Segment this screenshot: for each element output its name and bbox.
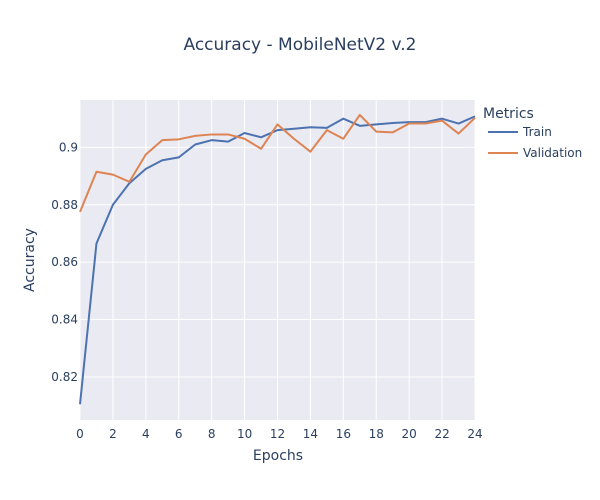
y-tick-label: 0.84 [51, 313, 78, 327]
chart-title: Accuracy - MobileNetV2 v.2 [184, 35, 417, 55]
x-tick-label: 18 [369, 427, 384, 441]
x-tick-label: 8 [208, 427, 216, 441]
y-tick-label: 0.82 [51, 370, 78, 384]
legend-label: Train [522, 125, 552, 139]
x-tick-label: 0 [76, 427, 84, 441]
y-tick-label: 0.9 [59, 140, 78, 154]
series-line-validation [79, 113, 476, 213]
x-axis-title: Epochs [253, 448, 303, 464]
x-tick-label: 24 [467, 427, 482, 441]
legend-item-train[interactable]: Train [488, 125, 552, 139]
legend[interactable]: Metrics Train Validation [483, 106, 582, 160]
y-tick-label: 0.88 [51, 198, 78, 212]
legend-title: Metrics [483, 106, 534, 122]
x-tick-label: 4 [142, 427, 150, 441]
x-tick-label: 12 [270, 427, 285, 441]
legend-label: Validation [523, 146, 582, 160]
x-axis-ticks: 0 2 4 6 8 10 12 14 16 18 20 22 24 [76, 427, 482, 441]
x-tick-label: 14 [303, 427, 318, 441]
series-line-train [79, 115, 476, 405]
y-tick-label: 0.86 [51, 255, 78, 269]
y-axis-title: Accuracy [22, 228, 38, 292]
x-tick-label: 10 [237, 427, 252, 441]
series-layer [79, 113, 476, 405]
x-tick-label: 16 [336, 427, 351, 441]
x-tick-label: 2 [109, 427, 117, 441]
x-tick-label: 6 [175, 427, 183, 441]
x-tick-label: 22 [434, 427, 449, 441]
y-axis-ticks: 0.82 0.84 0.86 0.88 0.9 [51, 140, 78, 384]
legend-item-validation[interactable]: Validation [488, 146, 582, 160]
x-tick-label: 20 [402, 427, 417, 441]
